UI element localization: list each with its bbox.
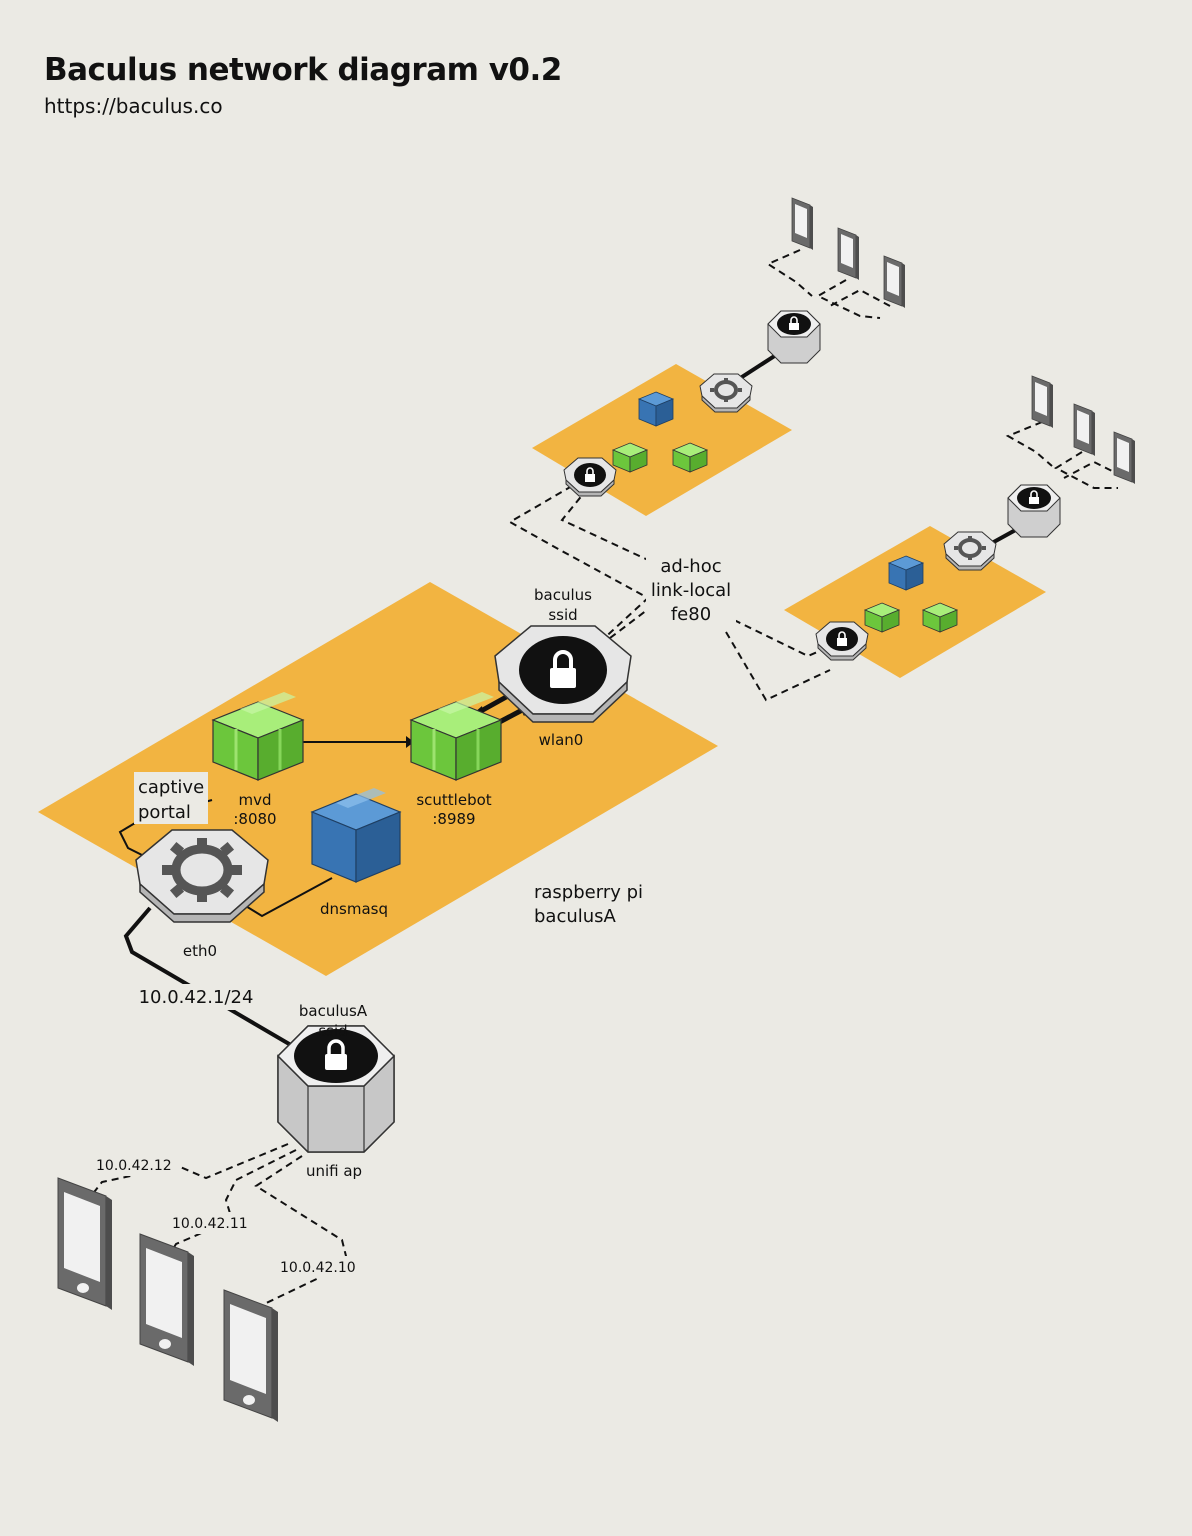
ip-address-label: 10.0.42.12 (96, 1158, 172, 1174)
ip10-label-box (278, 1256, 364, 1278)
adhoc-label: fe80 (671, 604, 711, 625)
access-point-icon (767, 310, 821, 364)
diagram-subtitle: https://baculus.co (44, 94, 223, 118)
scuttlebot-label: scuttlebot (416, 791, 491, 809)
phone-icon (139, 1233, 195, 1367)
mvd-port-label: :8080 (233, 810, 276, 828)
phone-icon (1113, 431, 1136, 485)
ip-address-label: 10.0.42.11 (172, 1216, 248, 1232)
raspberry-pi-label: raspberry pi (534, 882, 643, 903)
box-icon (888, 555, 924, 591)
box-icon (638, 391, 674, 427)
captive-label-box (134, 772, 208, 824)
captive-portal-label: portal (138, 802, 191, 823)
top-phone-links (765, 249, 1123, 489)
baculus-ssid-label: baculus (534, 586, 592, 604)
baculus-ssid-label: ssid (548, 606, 577, 624)
phone-icon (1073, 403, 1096, 457)
scuttlebot-port-label: :8989 (432, 810, 475, 828)
wlan0-label: wlan0 (539, 731, 584, 749)
baculusA-ssid-label: ssid (318, 1022, 347, 1040)
ip12-label-box (94, 1154, 180, 1176)
unifi-ap-lock-icon (276, 1024, 396, 1154)
captive-portal-label: captive (138, 777, 204, 798)
ip-address-label: 10.0.42.10 (280, 1260, 356, 1276)
phone-icon (837, 227, 860, 281)
ip11-label-box (170, 1212, 256, 1234)
unifi-ap-label: unifi ap (306, 1162, 362, 1180)
phone-icon (1031, 375, 1054, 429)
node-platform-2 (784, 526, 1046, 678)
adhoc-label: link-local (651, 580, 731, 601)
subnet-label: 10.0.42.1/24 (139, 987, 254, 1008)
mvd-label: mvd (238, 791, 271, 809)
dnsmasq-label: dnsmasq (320, 900, 388, 918)
adhoc-label: ad-hoc (660, 556, 721, 577)
phone-icon (791, 197, 814, 251)
phone-icon (883, 255, 906, 309)
node-platform-1 (532, 364, 792, 516)
baculusA-ssid-label: baculusA (299, 1002, 368, 1020)
diagram-title: Baculus network diagram v0.2 (44, 52, 562, 88)
raspberry-pi-host-label: baculusA (534, 906, 617, 927)
phone-icon (223, 1289, 279, 1423)
adhoc-label-box (646, 550, 736, 628)
access-point-icon (1007, 484, 1061, 538)
subnet-label-box (132, 984, 260, 1010)
eth0-label: eth0 (183, 942, 217, 960)
phone-icon (57, 1177, 113, 1311)
